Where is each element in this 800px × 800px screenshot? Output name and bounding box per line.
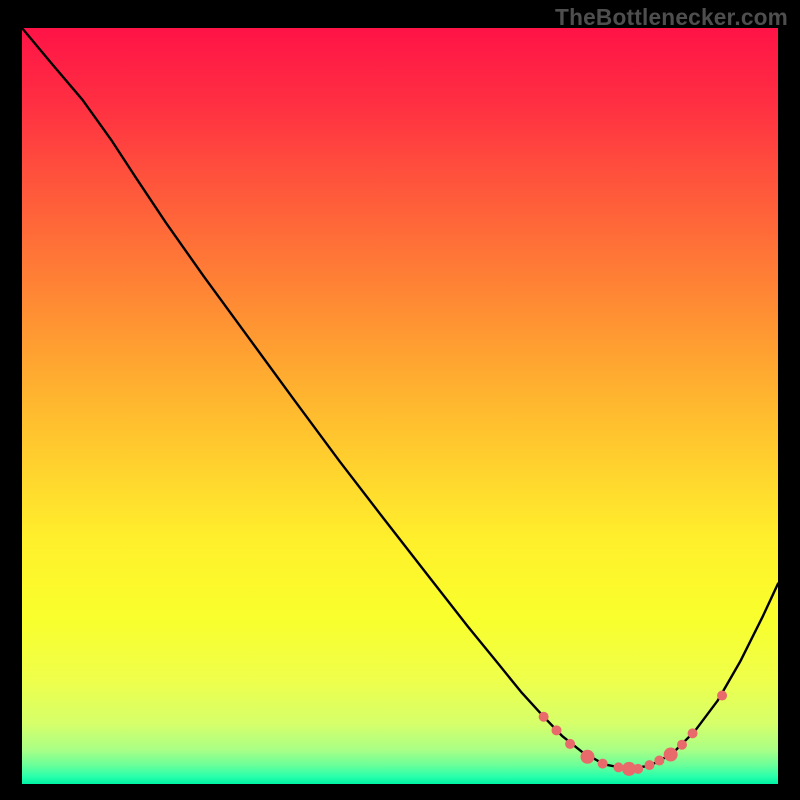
marker-dot [551,725,561,735]
bottleneck-curve [22,28,778,769]
marker-dot [688,728,698,738]
plot-overlay-svg [22,28,778,784]
marker-dot [565,739,575,749]
plot-area [22,28,778,784]
marker-dot [677,740,687,750]
marker-dot [664,748,678,762]
marker-dot [539,712,549,722]
marker-dot [654,756,664,766]
marker-dot [644,760,654,770]
watermark-text: TheBottlenecker.com [555,4,788,31]
marker-dot [598,759,608,769]
marker-dot [613,762,623,772]
marker-dot [580,750,594,764]
marker-dot [717,691,727,701]
chart-container: { "watermark": { "text": "TheBottlenecke… [0,0,800,800]
marker-group [539,691,727,776]
marker-dot [633,764,643,774]
